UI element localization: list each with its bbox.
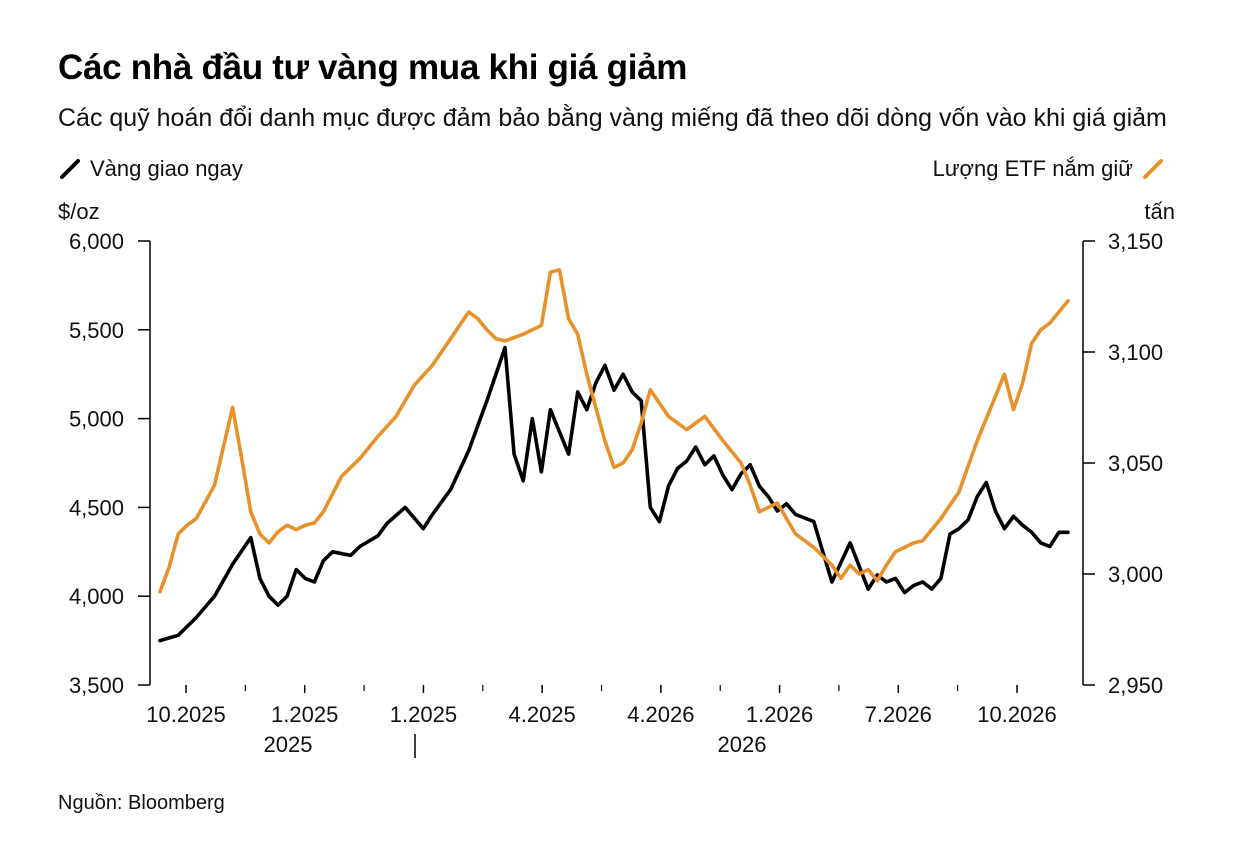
- y-right-tick-label: 3,050: [1108, 451, 1163, 476]
- y-right-tick-label: 3,100: [1108, 340, 1163, 365]
- y-left-tick-label: 6,000: [69, 229, 124, 254]
- y-left-tick-label: 3,500: [69, 673, 124, 698]
- y-left-tick-label: 5,500: [69, 318, 124, 343]
- x-tick-label: 4.2025: [508, 702, 575, 727]
- legend-etf-swatch-icon: [1143, 159, 1163, 179]
- y-right-tick-label: 3,000: [1108, 562, 1163, 587]
- x-tick-label: 4.2026: [627, 702, 694, 727]
- x-tick-label: 1.2025: [390, 702, 457, 727]
- legend-spot: Vàng giao ngay: [58, 156, 243, 182]
- chart-subtitle: Các quỹ hoán đổi danh mục được đảm bảo b…: [58, 104, 1167, 132]
- y-left-tick-label: 5,000: [69, 407, 124, 432]
- x-tick-label: 1.2025: [271, 702, 338, 727]
- series-line-spot-gold: [158, 345, 1070, 643]
- y-right-tick-label: 2,950: [1108, 673, 1163, 698]
- x-tick-label: 7.2026: [865, 702, 932, 727]
- y-left-tick-label: 4,500: [69, 495, 124, 520]
- x-tick-label: 1.2026: [746, 702, 813, 727]
- legend-etf: Lượng ETF nắm giữ: [933, 156, 1165, 182]
- source-note: Nguồn: Bloomberg: [58, 792, 225, 814]
- x-tick-label: 10.2026: [977, 702, 1057, 727]
- y-right-tick-label: 3,150: [1108, 229, 1163, 254]
- y-axis-left-label: $/oz: [58, 199, 100, 224]
- y-left-tick-label: 4,000: [69, 584, 124, 609]
- x-year-label: 2026: [718, 732, 767, 757]
- legend-spot-swatch-icon: [60, 159, 80, 179]
- legend-spot-label: Vàng giao ngay: [90, 156, 243, 181]
- legend-etf-label: Lượng ETF nắm giữ: [932, 156, 1133, 181]
- x-tick-label: 10.2025: [146, 702, 226, 727]
- chart-plot: $/oz tấn 3,500 4,000 4,500 5,000 5,500 6,000 2,9…: [58, 199, 1175, 758]
- y-axis-right-label: tấn: [1144, 199, 1175, 224]
- x-year-label: 2025: [264, 732, 313, 757]
- chart-title: Các nhà đầu tư vàng mua khi giá giảm: [58, 48, 688, 87]
- series-line-etf-holdings: [158, 268, 1070, 594]
